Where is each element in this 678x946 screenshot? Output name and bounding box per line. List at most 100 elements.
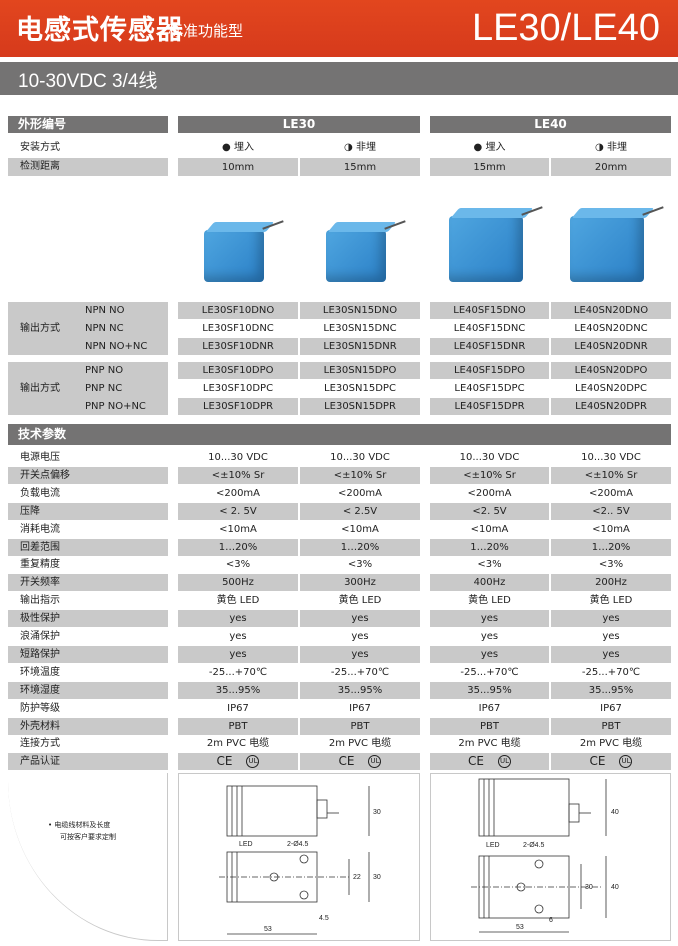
spec-value: 35...95% [551,681,671,699]
pnp-model: LE30SF10DPR [178,398,298,415]
spec-value: yes [178,645,298,663]
dimension-drawing: 40 30 40 53 6 LED 2-Ø4.5 [430,773,671,941]
spec-value: 35...95% [430,681,549,699]
model-title: LE30/LE40 [471,7,660,49]
spec-value: 黄色 LED [589,595,633,607]
cert-icons: CE UL [300,753,420,771]
spec-value: -25...+70℃ [330,666,390,678]
spec-value: yes [300,645,420,663]
dim-width: 53 [264,926,272,933]
spec-value: <200mA [588,487,634,499]
note-line1: • 电缆线材料及长度 [48,821,111,829]
pnp-model: LE40SF15DPO [430,362,549,379]
spec-value: <200mA [337,487,383,499]
note-line2: 可按客户要求定制 [60,833,116,841]
spec-label: 电源电压 [20,452,60,463]
spec-label: 环境湿度 [8,681,168,699]
spec-label: 极性保护 [8,610,168,628]
dim-h2: 30 [585,884,593,891]
dim-offset: 6 [549,917,553,924]
ce-mark-icon: CE [216,754,233,769]
mount-label: 安装方式 [20,142,60,153]
spec-value: PBT [551,717,671,735]
spec-label: 连接方式 [20,738,60,750]
ul-mark-icon: UL [497,755,511,769]
spec-value: 10...30 VDC [459,452,520,463]
spec-value: IP67 [227,702,249,714]
voltage-band [0,62,678,95]
voltage-band-text: 10-30VDC 3/4线 [18,71,158,92]
spec-label: 开关点偏移 [8,466,168,484]
spec-value: 1…20% [551,538,671,556]
dim-h3: 40 [611,884,619,891]
pnp-model: LE30SN15DPR [300,398,420,415]
pnp-type: PNP NC [85,383,123,394]
group-le40: LE40 [430,116,671,133]
product-image [326,230,386,282]
spec-value: 黄色 LED [468,595,511,607]
spec-value: PBT [430,717,549,735]
ul-mark-icon: UL [368,755,382,769]
npn-type: NPN NO [77,302,168,319]
spec-label: 外壳材料 [8,717,168,735]
spec-label: 短路保护 [8,645,168,663]
spec-value: 10...30 VDC [208,452,268,463]
spec-value: <3% [477,559,502,571]
spec-value: 35...95% [178,681,298,699]
spec-value: yes [300,610,420,628]
npn-model: LE40SF15DNO [430,302,549,319]
npn-type: NPN NC [85,323,124,334]
pnp-model: LE40SN20DPC [575,383,647,394]
product-image [570,216,644,282]
spec-value: <±10% Sr [178,466,298,484]
spec-value: yes [178,610,298,628]
spec-value: 2m PVC 电缆 [206,738,270,750]
spec-value: <200mA [467,487,512,499]
spec-value: 300Hz [300,574,420,592]
spec-value: yes [551,645,671,663]
spec-label: 环境温度 [20,666,60,678]
spec-value: 10...30 VDC [330,452,390,463]
spec-value: yes [602,631,620,642]
pnp-model: LE30SF10DPC [202,383,274,394]
spec-value: yes [551,610,671,628]
spec-value: < 2.5V [300,502,420,520]
spec-value: 1…20% [178,538,298,556]
npn-model: LE30SN15DNO [300,302,420,319]
led-label: LED [239,841,253,848]
cert-icons: CE UL [551,753,671,771]
distance-value: 15mm [430,158,549,176]
pnp-model: LE30SN15DPO [300,362,420,379]
spec-value: -25...+70℃ [581,666,641,678]
spec-label: 防护等级 [20,702,60,714]
spec-value: 200Hz [551,574,671,592]
distance-value: 20mm [551,158,671,176]
spec-value: <2.. 5V [551,502,671,520]
spec-label: 开关频率 [8,574,168,592]
npn-model: LE40SN20DNC [574,323,648,334]
specs-title: 技术参数 [8,424,671,445]
npn-model: LE30SF10DNC [202,323,274,334]
npn-model: LE30SN15DNC [323,323,397,334]
pnp-model: LE40SN20DPR [551,398,671,415]
spec-label: 浪涌保护 [20,631,60,642]
dimension-drawing: 30 22 30 53 4.5 LED 2-Ø4.5 [178,773,420,941]
spec-value: <200mA [215,487,261,499]
spec-value: <±10% Sr [551,466,671,484]
spec-value: PBT [300,717,420,735]
npn-model: LE30SN15DNR [300,338,420,355]
spec-value: 黄色 LED [338,595,382,607]
spec-value: yes [351,631,369,642]
spec-value: <3% [347,559,373,571]
note-panel [8,773,168,941]
dim-offset: 4.5 [319,915,329,922]
spec-value: yes [430,645,549,663]
spec-label: 压降 [8,502,168,520]
distance-label: 检测距离 [8,158,168,176]
npn-model: LE30SF10DNR [178,338,298,355]
dimension-drawing-svg: 40 30 40 53 6 LED 2-Ø4.5 [471,778,619,933]
npn-model: LE40SN20DNO [551,302,671,319]
product-image [448,216,523,282]
spec-value: 2m PVC 电缆 [458,738,521,750]
distance-value: 10mm [178,158,298,176]
